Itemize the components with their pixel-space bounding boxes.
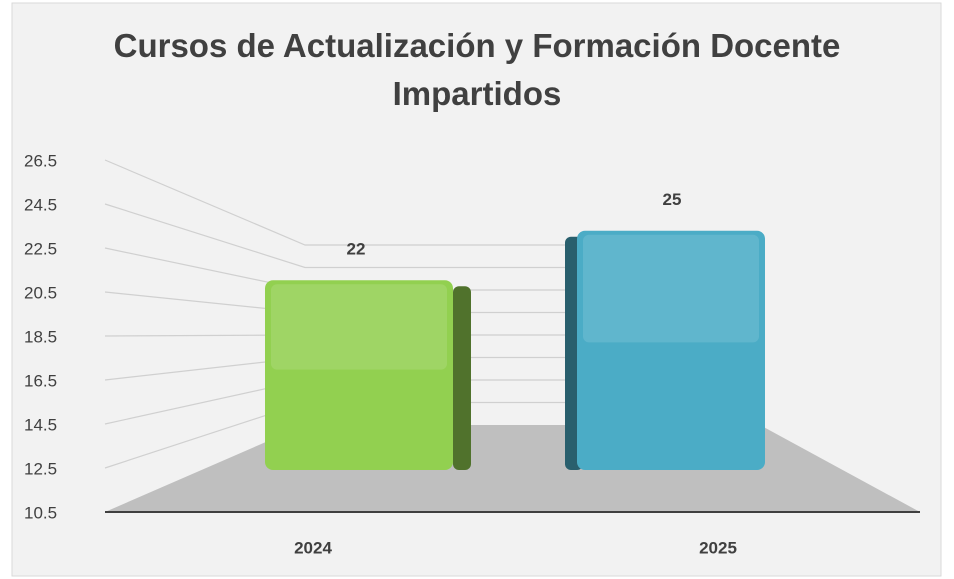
y-tick-label: 12.5 bbox=[24, 459, 57, 478]
y-tick-label: 20.5 bbox=[24, 283, 57, 302]
y-tick-label: 16.5 bbox=[24, 371, 57, 390]
chart-title: Cursos de Actualización y Formación Doce… bbox=[113, 27, 841, 112]
bar-side bbox=[453, 286, 471, 470]
value-label: 22 bbox=[347, 240, 366, 259]
bar bbox=[265, 280, 453, 470]
x-tick-label: 2024 bbox=[294, 538, 332, 557]
y-tick-label: 24.5 bbox=[24, 195, 57, 214]
y-tick-label: 22.5 bbox=[24, 239, 57, 258]
x-tick-label: 2025 bbox=[699, 538, 737, 557]
bar-highlight bbox=[583, 234, 759, 343]
y-tick-label: 14.5 bbox=[24, 415, 57, 434]
bar bbox=[577, 230, 765, 470]
y-tick-label: 18.5 bbox=[24, 327, 57, 346]
bar-highlight bbox=[271, 284, 447, 370]
y-tick-label: 10.5 bbox=[24, 503, 57, 522]
value-label: 25 bbox=[663, 190, 682, 209]
y-tick-label: 26.5 bbox=[24, 151, 57, 170]
